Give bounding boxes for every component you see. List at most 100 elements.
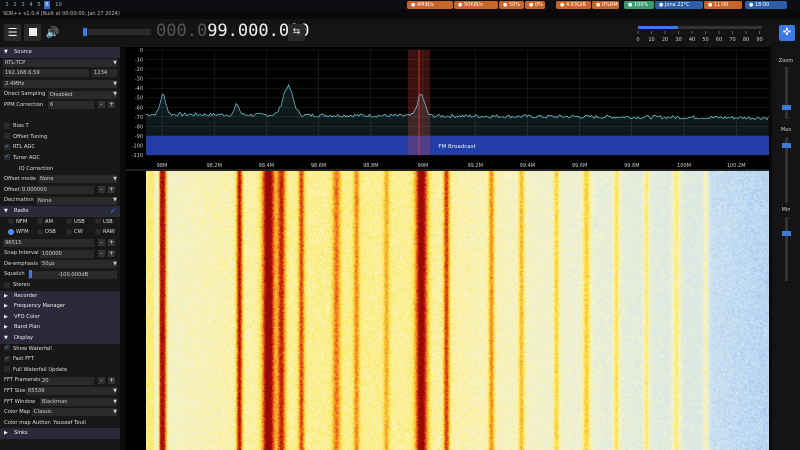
host-field[interactable]: 192.168.6.59	[3, 69, 89, 78]
band-plan-header[interactable]: ▶ Band Plan	[0, 322, 120, 334]
mode-dsb-radio[interactable]: DSB	[37, 227, 56, 238]
display-header[interactable]: ▼ Display	[0, 333, 120, 344]
squelch-slider[interactable]: -100.000dB	[28, 270, 117, 279]
source-select[interactable]: RTL-TCP ▼	[0, 58, 120, 69]
frequency-leading-digits[interactable]: 000.0	[156, 21, 208, 41]
decimation-select[interactable]: None	[36, 196, 117, 205]
offset-mode-select[interactable]: None	[38, 175, 117, 184]
min-slider[interactable]	[785, 217, 788, 281]
fft-window-select[interactable]: Blackman	[40, 397, 117, 406]
fft-framerate-increment-button[interactable]: +	[108, 376, 115, 384]
workspace-5[interactable]: 5	[37, 2, 41, 8]
stereo-checkbox[interactable]: Stereo	[0, 280, 120, 291]
volume-knob[interactable]	[83, 28, 87, 36]
radio-icon[interactable]	[8, 228, 14, 235]
mode-cw-radio[interactable]: CW	[66, 227, 83, 238]
radio-icon[interactable]	[66, 228, 72, 235]
radio-icon[interactable]	[37, 218, 43, 224]
workspace-1[interactable]: 1	[5, 2, 9, 8]
max-knob[interactable]	[782, 143, 791, 148]
bandwidth-increment-button[interactable]: +	[108, 239, 115, 247]
checkbox-icon[interactable]	[4, 122, 10, 129]
full-waterfall-update-checkbox[interactable]: Full Waterfall Update	[0, 365, 120, 376]
check-icon[interactable]: ✓	[4, 153, 10, 161]
checkbox-icon[interactable]	[4, 366, 10, 373]
offset-field[interactable]: 0.000000	[20, 186, 94, 195]
fft-plot[interactable]: 0 -10 -20 -30 -40 -50 -60 -70 -80 -90 -100 -110 98M 9…	[126, 47, 769, 171]
mode-raw-radio[interactable]: RAW	[95, 227, 115, 238]
workspace-10[interactable]: 10	[55, 2, 62, 8]
check-icon[interactable]: ✓	[4, 354, 10, 362]
checkbox-icon[interactable]	[4, 133, 10, 140]
workspace-3[interactable]: 3	[21, 2, 25, 8]
volume-slider[interactable]	[83, 28, 151, 36]
menu-button[interactable]: ☰	[4, 24, 21, 41]
vfo-color-header[interactable]: ▶ VFO Color	[0, 311, 120, 323]
radio-header[interactable]: ▼ Radio ✓	[0, 205, 120, 217]
mode-wfm-radio[interactable]: WFM	[8, 227, 29, 238]
workspace-2[interactable]: 2	[13, 2, 17, 8]
db-tick-label: 0	[140, 48, 143, 54]
port-field[interactable]: 1234	[92, 69, 117, 78]
bandwidth-decrement-button[interactable]: -	[98, 239, 105, 247]
radio-icon[interactable]	[8, 218, 14, 224]
frequency-manager-header[interactable]: ▶ Frequency Manager	[0, 301, 120, 312]
workspace-4[interactable]: 4	[29, 2, 33, 8]
sample-rate-select[interactable]: 2.4MHz ▼	[0, 79, 120, 90]
waterfall[interactable]	[146, 171, 769, 450]
snap-field[interactable]: 100000	[40, 249, 94, 258]
settings-button[interactable]: ✜	[779, 25, 795, 41]
right-panel: Zoom Max Min	[772, 47, 800, 450]
zoom-slider[interactable]	[785, 67, 788, 119]
frequency-display[interactable]: 000.099.000.000	[156, 19, 310, 43]
snap-decrement-button[interactable]: -	[98, 249, 105, 257]
snap-increment-button[interactable]: +	[108, 249, 115, 257]
offset-increment-button[interactable]: +	[108, 186, 115, 194]
radio-icon[interactable]	[37, 228, 43, 235]
fft-framerate-field[interactable]: 20	[40, 376, 94, 385]
spectrum-view[interactable]: 0 -10 -20 -30 -40 -50 -60 -70 -80 -90 -100 -110 98M 9…	[126, 47, 769, 450]
color-map-select[interactable]: Classic	[32, 408, 117, 417]
iq-correction-checkbox[interactable]: IQ Correction	[0, 164, 120, 175]
bandwidth-field[interactable]: 96515	[3, 238, 94, 247]
workspace-6[interactable]: 6	[44, 1, 50, 9]
fast-fft-checkbox[interactable]: ✓ Fast FFT	[0, 354, 120, 365]
check-icon[interactable]: ✓	[4, 142, 10, 150]
show-waterfall-checkbox[interactable]: ✓ Show Waterfall	[0, 344, 120, 355]
checkbox-icon[interactable]	[10, 165, 16, 171]
source-type[interactable]: RTL-TCP	[3, 58, 117, 67]
fft-framerate-decrement-button[interactable]: -	[98, 376, 105, 384]
checkbox-icon[interactable]	[4, 281, 10, 288]
bias-t-checkbox[interactable]: Bias T	[0, 121, 120, 132]
rtl-agc-checkbox[interactable]: ✓ RTL AGC	[0, 142, 120, 153]
min-knob[interactable]	[782, 231, 791, 236]
zoom-knob[interactable]	[782, 105, 791, 110]
offset-decrement-button[interactable]: -	[98, 186, 105, 194]
mute-button[interactable]: 🔊	[44, 24, 61, 41]
direct-sampling-select[interactable]: Disabled	[48, 90, 117, 99]
max-slider[interactable]	[785, 137, 788, 203]
ppm-decrement-button[interactable]: -	[98, 101, 105, 109]
ppm-increment-button[interactable]: +	[108, 101, 115, 109]
tuner-agc-checkbox[interactable]: ✓ Tuner AGC	[0, 153, 120, 164]
mode-am-radio[interactable]: AM	[37, 217, 53, 228]
offset-tuning-checkbox[interactable]: Offset Tuning	[0, 132, 120, 143]
tuning-mode-button[interactable]: ⇆	[288, 24, 305, 41]
sinks-header[interactable]: ▶ Sinks	[0, 428, 120, 439]
check-icon[interactable]: ✓	[4, 344, 10, 352]
ppm-field[interactable]: 6	[48, 101, 94, 110]
radio-icon[interactable]	[66, 218, 72, 224]
source-header[interactable]: ▼ Source	[0, 47, 120, 58]
radio-icon[interactable]	[95, 218, 101, 224]
squelch-knob[interactable]	[29, 270, 32, 279]
recorder-header[interactable]: ▶ Recorder	[0, 290, 120, 302]
mode-usb-radio[interactable]: USB	[66, 217, 85, 228]
mode-nfm-radio[interactable]: NFM	[8, 217, 27, 228]
deemph-select[interactable]: 50µs	[40, 260, 117, 269]
sample-rate[interactable]: 2.4MHz	[3, 80, 117, 89]
mode-lsb-radio[interactable]: LSB	[95, 217, 113, 228]
stop-button[interactable]	[24, 24, 41, 41]
fft-size-select[interactable]: 65536	[26, 387, 117, 396]
frequency-digits[interactable]: 99.000.000	[207, 21, 310, 41]
radio-icon[interactable]	[95, 228, 101, 235]
